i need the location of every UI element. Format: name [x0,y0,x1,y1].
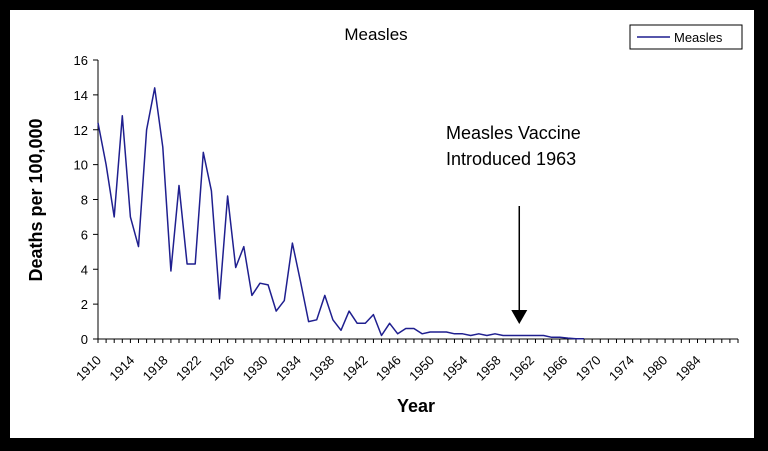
line-chart: Measles Measles Deaths per 100,000 Year … [26,24,743,416]
x-tick-label: 1942 [340,353,371,384]
x-tick-label: 1966 [539,353,570,384]
x-tick-label: 1970 [573,353,604,384]
x-tick-label: 1974 [606,353,637,384]
y-ticks: 0 2 4 6 8 10 12 14 16 [74,53,98,347]
y-tick-label: 12 [74,123,88,138]
chart-area: Measles Measles Deaths per 100,000 Year … [10,10,754,438]
y-axis-label: Deaths per 100,000 [26,118,46,281]
x-tick-label: 1980 [639,353,670,384]
y-tick-label: 14 [74,88,88,103]
y-tick-label: 4 [81,262,88,277]
x-tick-label: 1914 [106,353,137,384]
y-tick-label: 0 [81,332,88,347]
x-tick-label: 1962 [506,353,537,384]
y-tick-label: 16 [74,53,88,68]
x-tick-label: 1954 [439,353,470,384]
annotation-line1: Measles Vaccine [446,123,581,143]
x-ticks: 1910 1914 1918 1922 1926 1930 1934 1938 1942 1946… [73,339,739,384]
y-tick-label: 8 [81,193,88,208]
x-tick-label: 1934 [273,353,304,384]
legend-label: Measles [674,30,723,45]
x-tick-label: 1926 [206,353,237,384]
x-axis-label: Year [397,396,435,416]
series [97,87,585,340]
annotation-arrow-head [511,310,528,324]
axes [97,60,738,340]
chart-title: Measles [344,25,407,44]
y-tick-label: 2 [81,297,88,312]
y-tick-label: 10 [74,158,88,173]
x-tick-label: 1930 [240,353,271,384]
x-tick-label: 1946 [373,353,404,384]
x-tick-label: 1922 [173,353,204,384]
x-tick-label: 1938 [306,353,337,384]
x-tick-label: 1958 [473,353,504,384]
series-line-measles [97,87,585,340]
x-tick-label: 1910 [73,353,104,384]
x-tick-label: 1950 [406,353,437,384]
x-tick-label: 1984 [673,353,704,384]
annotation-line2: Introduced 1963 [446,149,576,169]
vaccine-annotation: Measles Vaccine Introduced 1963 [446,123,581,324]
y-tick-label: 6 [81,227,88,242]
x-tick-label: 1918 [140,353,171,384]
legend: Measles [629,24,743,50]
